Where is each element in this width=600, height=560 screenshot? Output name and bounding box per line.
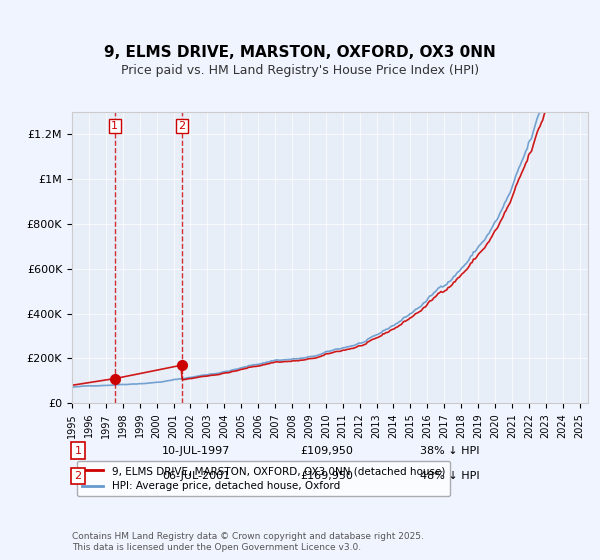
Text: 1: 1 [74,446,82,456]
Legend: 9, ELMS DRIVE, MARSTON, OXFORD, OX3 0NN (detached house), HPI: Average price, de: 9, ELMS DRIVE, MARSTON, OXFORD, OX3 0NN … [77,461,450,497]
Text: £169,950: £169,950 [300,471,353,481]
Text: 06-JUL-2001: 06-JUL-2001 [162,471,230,481]
Text: 38% ↓ HPI: 38% ↓ HPI [420,446,479,456]
Text: Price paid vs. HM Land Registry's House Price Index (HPI): Price paid vs. HM Land Registry's House … [121,64,479,77]
Text: 2: 2 [74,471,82,481]
Text: 9, ELMS DRIVE, MARSTON, OXFORD, OX3 0NN: 9, ELMS DRIVE, MARSTON, OXFORD, OX3 0NN [104,45,496,60]
Text: 48% ↓ HPI: 48% ↓ HPI [420,471,479,481]
Text: 1: 1 [112,121,118,130]
Text: Contains HM Land Registry data © Crown copyright and database right 2025.
This d: Contains HM Land Registry data © Crown c… [72,532,424,552]
Text: 10-JUL-1997: 10-JUL-1997 [162,446,230,456]
Text: £109,950: £109,950 [300,446,353,456]
Text: 2: 2 [179,121,185,130]
